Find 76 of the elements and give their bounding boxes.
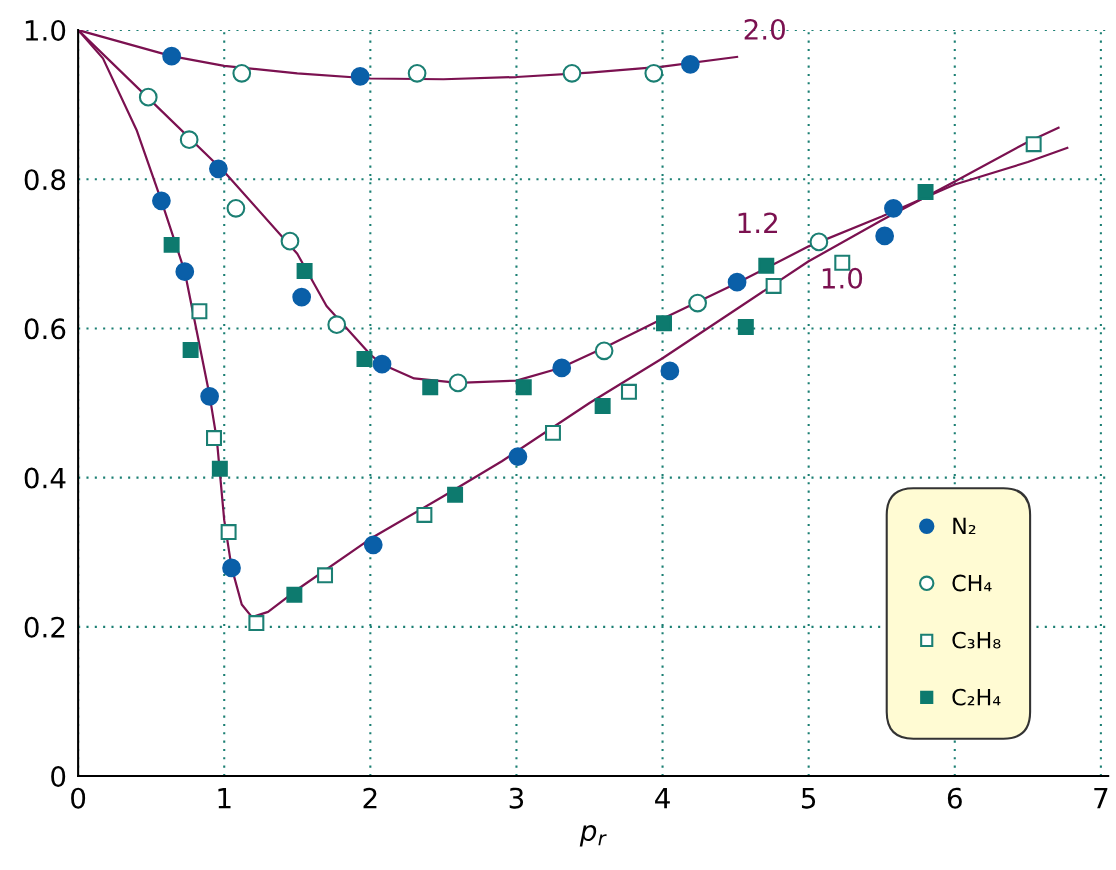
point [248, 615, 265, 632]
series-label: 1.0 [822, 267, 863, 289]
point [363, 535, 383, 555]
point [286, 586, 303, 603]
point [317, 567, 334, 584]
x-tick-label: 1 [218, 788, 231, 809]
point [422, 379, 439, 396]
point [356, 351, 373, 367]
point [448, 373, 468, 393]
point [175, 262, 195, 282]
series-label: 1.2 [738, 212, 777, 233]
legend-label: CH₄ [952, 574, 992, 592]
x-tick-label: 7 [1094, 788, 1108, 809]
x-tick-label: 4 [655, 788, 670, 809]
point [809, 232, 829, 252]
x-axis-title: p$_{r}$ [579, 825, 607, 847]
point [327, 315, 347, 335]
point [620, 383, 637, 400]
point [508, 447, 528, 467]
point [562, 63, 582, 83]
point [163, 236, 180, 253]
point [407, 63, 427, 83]
point [209, 159, 228, 179]
point [594, 398, 611, 414]
point [232, 63, 252, 83]
point [594, 341, 614, 361]
point [660, 361, 680, 381]
point [1025, 136, 1042, 153]
point [416, 506, 433, 523]
point [372, 354, 392, 374]
point [644, 63, 664, 83]
point [515, 379, 532, 396]
legend-label: N₂ [953, 517, 976, 535]
point [758, 257, 775, 274]
point [211, 460, 228, 477]
y-tick-label: 0.6 [24, 318, 66, 340]
point [727, 272, 747, 292]
x-tick-label: 0 [71, 787, 86, 809]
legend-label: C₂H₄ [952, 688, 1001, 706]
point [688, 293, 707, 313]
point [220, 524, 237, 541]
point [737, 318, 754, 335]
point [200, 386, 219, 406]
point [152, 191, 171, 211]
y-tick-label: 1.0 [25, 19, 66, 41]
point [280, 231, 300, 251]
y-tick-label: 0.4 [24, 467, 66, 489]
point [656, 315, 672, 332]
series-label: 2.0 [744, 18, 785, 40]
point [222, 558, 241, 578]
point [191, 303, 208, 320]
point [884, 198, 903, 218]
point [179, 130, 199, 150]
point [350, 66, 370, 86]
y-tick-label: 0.2 [24, 616, 65, 638]
y-tick-label: 0 [51, 765, 66, 787]
point [296, 263, 313, 279]
point [544, 424, 561, 441]
point [875, 226, 895, 246]
point [138, 87, 158, 107]
point [917, 183, 934, 200]
point [765, 277, 782, 294]
legend-label: C₃H₈ [952, 631, 1001, 649]
point [206, 430, 222, 447]
point [552, 358, 572, 378]
point [162, 46, 181, 66]
point [292, 287, 312, 307]
point [182, 342, 199, 359]
x-tick-label: 2 [363, 787, 377, 809]
x-tick-label: 3 [509, 787, 524, 809]
y-tick-label: 0.8 [24, 169, 66, 191]
x-tick-label: 5 [801, 788, 816, 809]
point [226, 198, 246, 218]
point [447, 486, 464, 503]
point [680, 54, 700, 74]
x-tick-label: 6 [947, 787, 962, 809]
